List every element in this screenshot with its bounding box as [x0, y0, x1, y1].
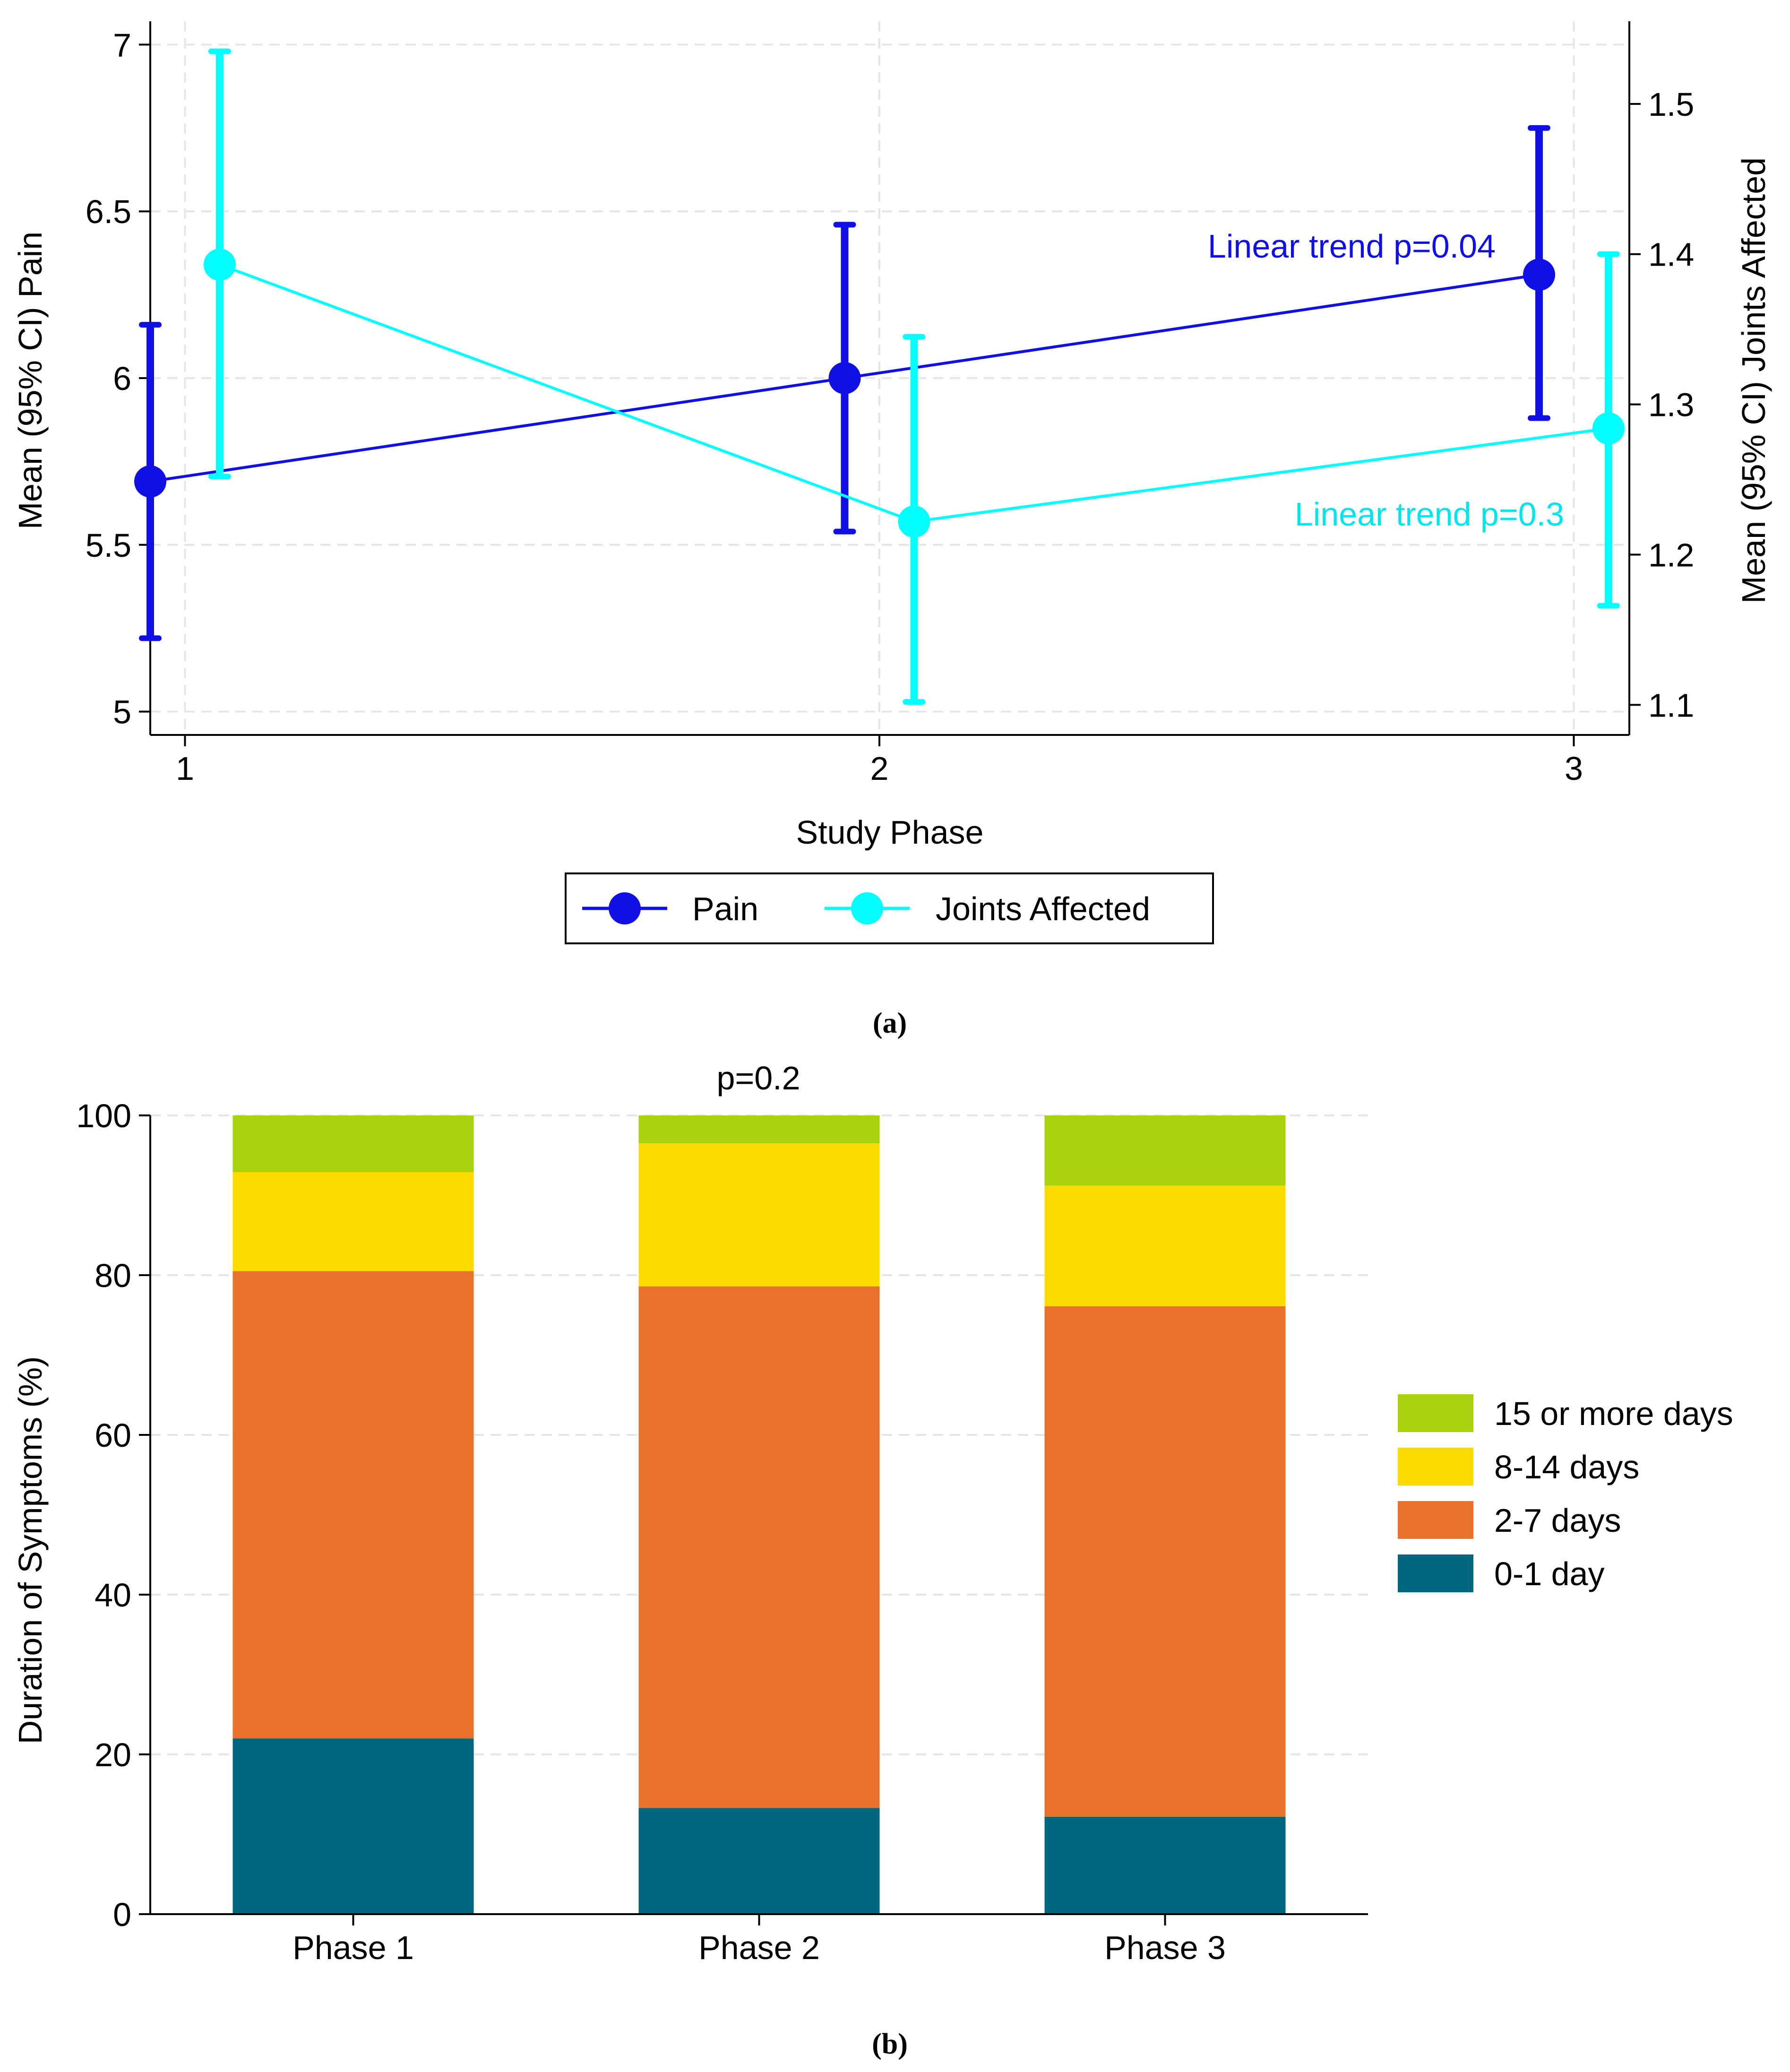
legend-item-0-1-day: 0-1 day [1398, 1554, 1604, 1592]
legend-pain-label: Pain [692, 890, 758, 927]
panel-a-annotation-pain-trend: Linear trend p=0.04 [1208, 228, 1496, 265]
panel-a-x-ticks: 1 2 3 [176, 735, 1583, 787]
bar-stack-phase-1 [232, 1115, 474, 1914]
point-joints-affected [898, 505, 930, 538]
panel-b-annotation-p: p=0.2 [716, 1060, 800, 1096]
panel-b-x-tick-label: Phase 1 [293, 1929, 414, 1966]
point-pain [1523, 259, 1555, 291]
bar-segment-8-14-days [232, 1172, 474, 1271]
panel-a-right-tick-label: 1.2 [1648, 537, 1694, 574]
panel-b-legend: 15 or more days 8-14 days 2-7 days 0-1 day [1398, 1394, 1733, 1592]
panel-a-left-tick-label: 6.5 [86, 193, 131, 230]
bar-segment-0-1-day [638, 1808, 880, 1914]
bar-segment-15-or-more-days [232, 1115, 474, 1172]
legend-item-pain: Pain [582, 890, 758, 927]
panel-b-x-tick-label: Phase 2 [698, 1929, 820, 1966]
panel-a-left-tick-label: 7 [113, 26, 131, 63]
panel-b-y-tick-label: 20 [95, 1736, 131, 1773]
legend-label-8-14-days: 8-14 days [1494, 1449, 1639, 1485]
legend-item-15-or-more-days: 15 or more days [1398, 1394, 1733, 1432]
bar-segment-2-7-days [638, 1286, 880, 1808]
point-joints-affected [1592, 412, 1625, 445]
panel-a-right-tick-label: 1.3 [1648, 387, 1694, 423]
legend-label-0-1-day: 0-1 day [1494, 1555, 1604, 1592]
bar-segment-8-14-days [638, 1143, 880, 1286]
bar-segment-15-or-more-days [638, 1115, 880, 1144]
panel-a-y-left-label: Mean (95% CI) Pain [12, 232, 49, 529]
panel-b-stacked-bar-chart: 0 20 40 60 80 100 Phase 1 Phase 2 Phase 3 p=0.2… [12, 1060, 1733, 2060]
bar-segment-0-1-day [232, 1738, 474, 1914]
series-pain [134, 125, 1555, 641]
bar-stack-phase-3 [1044, 1115, 1286, 1914]
panel-b-y-label: Duration of Symptoms (%) [12, 1356, 49, 1744]
panel-a-left-tick-label: 5 [113, 694, 131, 731]
legend-pain-marker [609, 892, 641, 924]
bar-stack-phase-2 [638, 1115, 880, 1914]
panel-a-right-tick-label: 1.4 [1648, 236, 1694, 273]
panel-a-line-chart: 5 5.5 6 6.5 7 1.1 1.2 1.3 1.4 1.5 1 2 3 Linear tre… [12, 21, 1772, 1039]
point-pain [828, 362, 861, 394]
legend-swatch-8-14-days [1398, 1448, 1473, 1485]
panel-a-grid [150, 21, 1629, 735]
legend-item-8-14-days: 8-14 days [1398, 1448, 1639, 1485]
panel-a-y-right-label: Mean (95% CI) Joints Affected [1735, 157, 1772, 604]
panel-a-right-tick-label: 1.1 [1648, 687, 1694, 724]
panel-a-right-tick-label: 1.5 [1648, 86, 1694, 123]
bar-segment-0-1-day [1044, 1816, 1286, 1914]
bar-segment-2-7-days [232, 1271, 474, 1739]
legend-label-15-or-more-days: 15 or more days [1494, 1395, 1733, 1432]
panel-a-left-tick-label: 6 [113, 360, 131, 397]
panel-b-x-ticks: Phase 1 Phase 2 Phase 3 [293, 1914, 1226, 1966]
legend-joints-marker [851, 892, 883, 924]
legend-label-2-7-days: 2-7 days [1494, 1502, 1621, 1539]
panel-a-x-tick-label: 1 [176, 750, 194, 787]
bar-segment-8-14-days [1044, 1185, 1286, 1306]
point-pain [134, 465, 166, 498]
legend-joints-label: Joints Affected [936, 890, 1150, 927]
legend-swatch-2-7-days [1398, 1501, 1473, 1539]
bar-segment-15-or-more-days [1044, 1115, 1286, 1186]
panel-a-x-tick-label: 2 [870, 750, 888, 787]
panel-a-left-ticks: 5 5.5 6 6.5 7 [86, 26, 150, 731]
panel-b-x-tick-label: Phase 3 [1104, 1929, 1226, 1966]
panel-b-y-tick-label: 40 [95, 1577, 131, 1614]
panel-b-bars [232, 1115, 1286, 1914]
panel-a-x-label: Study Phase [796, 814, 984, 851]
legend-item-2-7-days: 2-7 days [1398, 1501, 1621, 1539]
panel-a-legend: Pain Joints Affected [565, 872, 1214, 944]
panel-b-caption: (b) [872, 2028, 908, 2060]
panel-b-y-tick-label: 100 [76, 1097, 131, 1134]
panel-b-y-ticks: 0 20 40 60 80 100 [76, 1097, 150, 1933]
point-joints-affected [203, 248, 236, 281]
legend-swatch-15-or-more-days [1398, 1394, 1473, 1432]
panel-b-y-tick-label: 60 [95, 1417, 131, 1454]
panel-a-right-ticks: 1.1 1.2 1.3 1.4 1.5 [1629, 86, 1694, 724]
panel-a-x-tick-label: 3 [1565, 750, 1583, 787]
panel-a-series [134, 48, 1625, 705]
series-joints-affected [203, 48, 1625, 705]
legend-swatch-0-1-day [1398, 1554, 1473, 1592]
panel-b-y-tick-label: 0 [113, 1896, 131, 1933]
panel-a-caption: (a) [873, 1007, 907, 1039]
panel-a-annotation-joints-trend: Linear trend p=0.3 [1295, 496, 1564, 533]
panel-a-left-tick-label: 5.5 [86, 527, 131, 564]
panel-b-y-tick-label: 80 [95, 1257, 131, 1294]
bar-segment-2-7-days [1044, 1306, 1286, 1817]
legend-item-joints-affected: Joints Affected [825, 890, 1150, 927]
